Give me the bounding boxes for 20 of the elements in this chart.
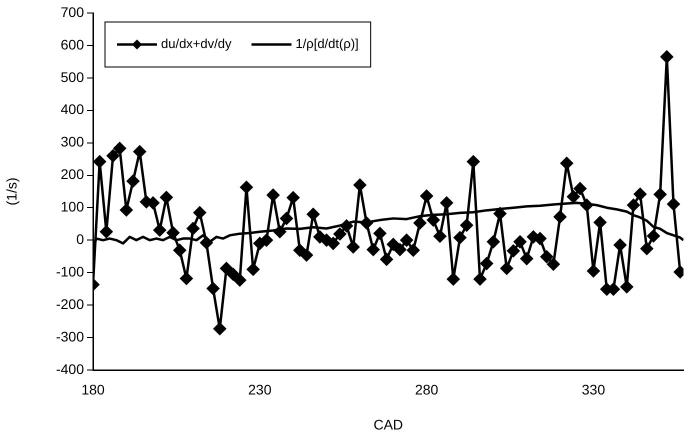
y-tick-label: 300	[60, 134, 84, 150]
x-tick-label: 180	[81, 381, 105, 398]
y-tick-label: -300	[56, 328, 84, 344]
y-tick-label: 700	[60, 4, 84, 20]
y-tick-label: -100	[56, 263, 84, 280]
y-tick-label: 600	[60, 36, 84, 52]
x-axis-title: CAD	[373, 416, 404, 432]
y-tick-label: 100	[60, 198, 84, 215]
x-tick-label: 280	[414, 381, 439, 398]
y-tick-label: 500	[60, 68, 84, 85]
y-tick-label: 400	[60, 101, 84, 118]
y-tick-label: 0	[76, 231, 84, 248]
y-tick-label: 200	[60, 166, 84, 182]
y-tick-label: -200	[56, 296, 84, 312]
y-tick-label: -400	[56, 360, 84, 377]
legend-label: 1/ρ[d/dt(ρ)]	[295, 36, 359, 52]
x-tick-label: 330	[582, 381, 606, 398]
x-tick-label: 230	[248, 381, 272, 398]
y-axis-title: (1/s)	[3, 178, 20, 206]
legend-label: du/dx+dv/dy	[161, 36, 232, 52]
